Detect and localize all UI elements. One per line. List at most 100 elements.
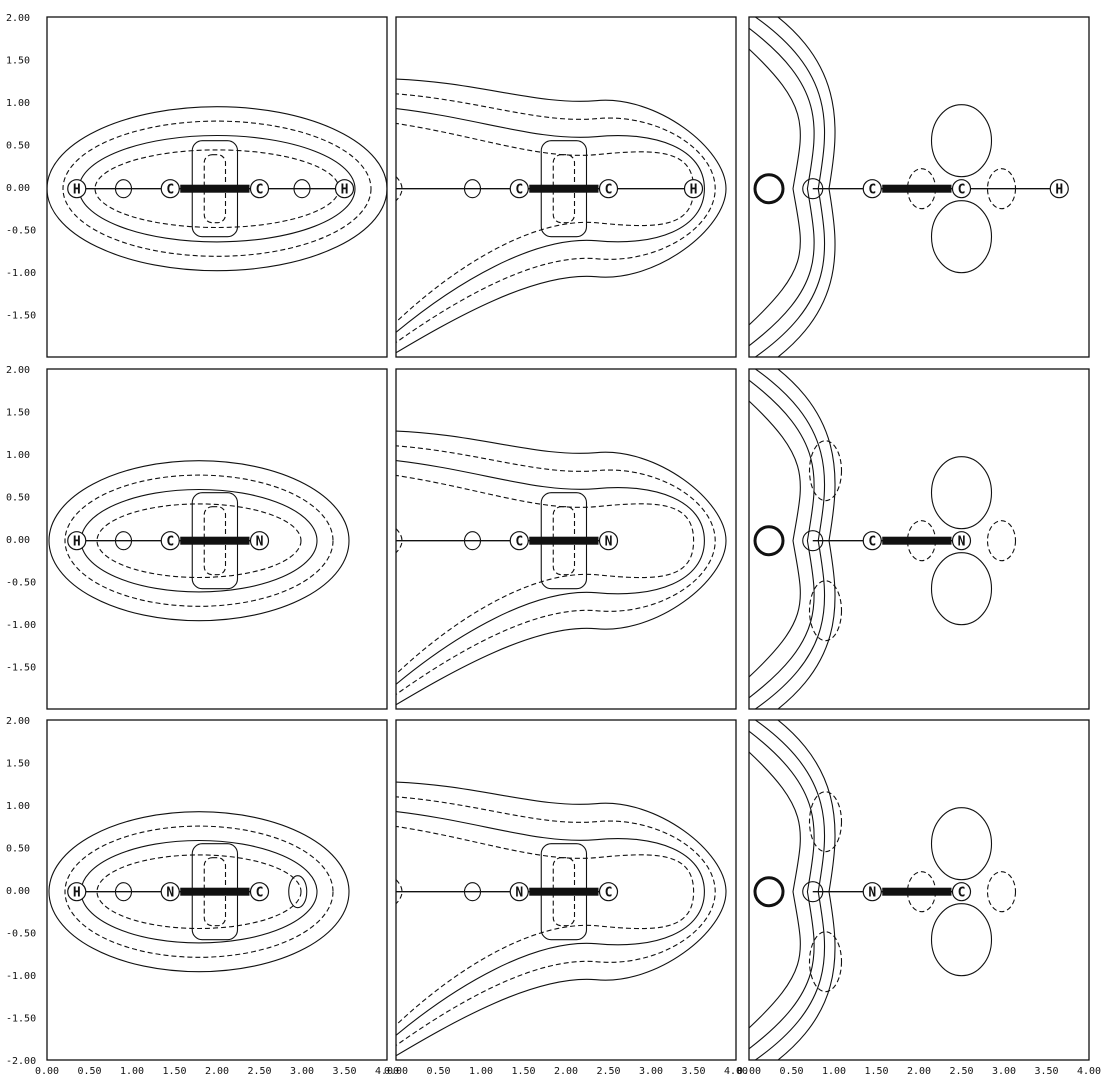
atom-label: C [256, 183, 264, 198]
y-tick-label: 1.00 [6, 450, 30, 461]
contour-lines [48, 811, 350, 973]
atom-marker [249, 882, 270, 902]
x-tick-label: 4.00 [375, 1066, 399, 1077]
x-axis-tick-labels: 0.00 0.50 1.00 1.50 2.00 2.50 3.00 3.50 4.000.00… [35, 1066, 1101, 1077]
x-tick-label: 4.00 [724, 1066, 748, 1077]
x-tick-label: 0.50 [426, 1066, 450, 1077]
triple-bond [180, 887, 250, 896]
y-tick-label: -1.00 [6, 971, 36, 982]
y-tick-label: -1.00 [6, 620, 36, 631]
triple-bond [882, 887, 952, 896]
atom-marker [160, 882, 180, 902]
atom-marker [67, 179, 87, 199]
y-tick-label: 2.00 [6, 13, 30, 24]
y-tick-label: 1.50 [6, 56, 30, 67]
contour-lines [396, 781, 727, 1057]
triple-bond [882, 184, 952, 193]
x-tick-label: 0.50 [77, 1066, 101, 1077]
atom-marker [249, 179, 270, 199]
atom-label: N [515, 886, 523, 901]
atom-label: H [73, 183, 81, 198]
atom-marker [509, 531, 529, 551]
x-tick-label: 2.50 [596, 1066, 620, 1077]
y-tick-label: 1.00 [6, 98, 30, 109]
atom-marker [160, 179, 180, 199]
atom-label: N [166, 886, 174, 901]
x-tick-label: 3.50 [681, 1066, 705, 1077]
atom-label: H [73, 535, 81, 550]
atom-label: C [868, 183, 876, 198]
x-tick-label: 2.00 [907, 1066, 931, 1077]
triple-bond [180, 536, 250, 545]
x-tick-label: 3.50 [1034, 1066, 1058, 1077]
y-tick-label: 0.00 [6, 183, 30, 194]
atom-marker [951, 531, 972, 551]
atom-label: H [1055, 183, 1063, 198]
atom-marker [67, 882, 87, 902]
y-tick-label: -1.00 [6, 268, 36, 279]
x-tick-label: 0.00 [737, 1066, 761, 1077]
atom-label: N [605, 535, 613, 550]
y-tick-label: -1.50 [6, 1014, 36, 1025]
x-tick-label: 1.50 [511, 1066, 535, 1077]
x-tick-label: 0.00 [384, 1066, 408, 1077]
x-tick-label: 1.00 [120, 1066, 144, 1077]
y-tick-label: -1.50 [6, 663, 36, 674]
atom-marker [598, 882, 619, 902]
atom-label: C [868, 535, 876, 550]
x-tick-label: 1.50 [864, 1066, 888, 1077]
atom-marker [509, 882, 529, 902]
atom-marker [862, 882, 882, 902]
y-tick-label: -1.50 [6, 311, 36, 322]
atom-label: C [166, 183, 174, 198]
x-tick-label: 1.00 [822, 1066, 846, 1077]
x-tick-label: 3.00 [290, 1066, 314, 1077]
atom-marker [160, 531, 180, 551]
atom-label: H [73, 886, 81, 901]
atom-marker [951, 882, 972, 902]
atom-marker [862, 531, 882, 551]
atom-label: N [256, 535, 264, 550]
atom-marker [951, 179, 972, 199]
y-tick-label: 0.50 [6, 141, 30, 152]
y-tick-label: -0.50 [6, 578, 36, 589]
atom-marker [862, 179, 882, 199]
x-tick-label: 1.50 [162, 1066, 186, 1077]
atom-label: C [515, 183, 523, 198]
atom-marker [683, 179, 704, 199]
x-tick-label: 2.00 [554, 1066, 578, 1077]
y-tick-label: 2.00 [6, 716, 30, 727]
x-tick-label: 2.50 [247, 1066, 271, 1077]
triple-bond [529, 536, 599, 545]
atom-label: N [868, 886, 876, 901]
panel-grid: H C C H C C H C C HH C N C N C NH N C N C N C [46, 16, 1090, 1061]
x-tick-label: 3.00 [992, 1066, 1016, 1077]
x-tick-label: 0.00 [35, 1066, 59, 1077]
y-tick-label: 0.00 [6, 535, 30, 546]
atom-label: C [958, 886, 966, 901]
y-axis-tick-labels: 2.00 1.50 1.00 0.50 0.00 -0.50 -1.00 -1.50 2.00 1… [6, 13, 36, 1067]
atom-label: C [605, 183, 613, 198]
atom-marker [334, 179, 355, 199]
atom-label: C [605, 886, 613, 901]
x-tick-label: 1.00 [469, 1066, 493, 1077]
atom-label: C [958, 183, 966, 198]
x-tick-label: 2.50 [949, 1066, 973, 1077]
atom-label: C [515, 535, 523, 550]
atom-marker [598, 531, 619, 551]
x-tick-label: 3.50 [332, 1066, 356, 1077]
y-tick-label: -0.50 [6, 226, 36, 237]
triple-bond [529, 887, 599, 896]
atom-marker [67, 531, 87, 551]
y-tick-label: 1.50 [6, 759, 30, 770]
panel-frame [748, 719, 1090, 1061]
atom-label: C [256, 886, 264, 901]
